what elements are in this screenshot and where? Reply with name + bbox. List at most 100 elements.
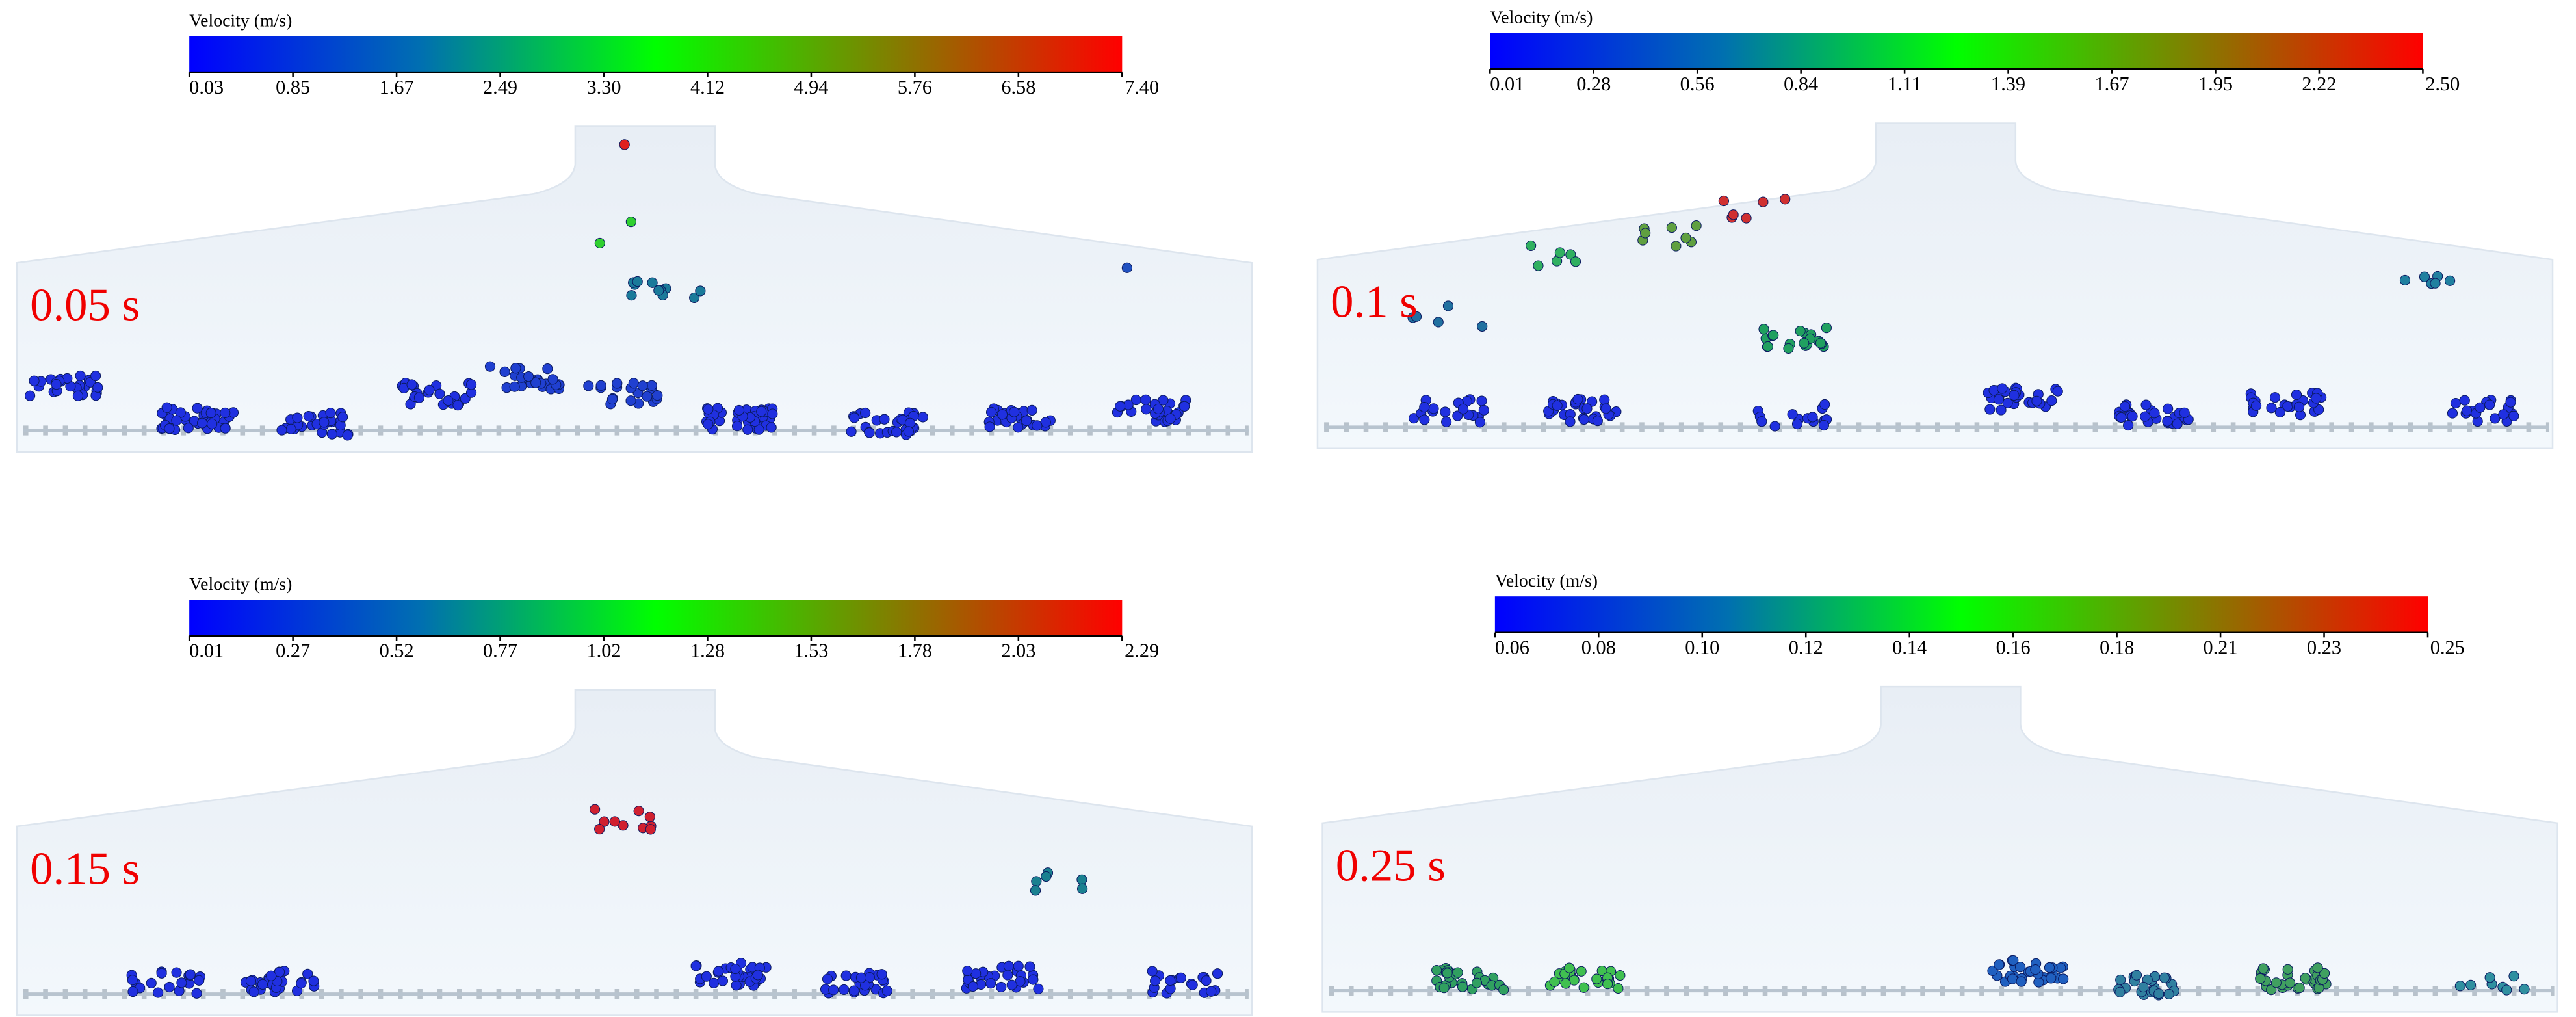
particle xyxy=(2123,419,2134,431)
particle xyxy=(1994,959,2005,970)
particle xyxy=(1031,876,1042,887)
particle xyxy=(1565,416,1576,427)
particle xyxy=(2052,386,2063,397)
particle xyxy=(701,971,712,982)
colorbar-tick-label: 5.76 xyxy=(898,76,932,98)
colorbar-tick-label: 0.01 xyxy=(1490,73,1524,95)
particle xyxy=(733,404,745,416)
particle xyxy=(1411,311,1422,322)
particle xyxy=(1477,321,1488,332)
particle xyxy=(731,980,742,991)
particle xyxy=(2016,976,2027,987)
colorbar-tick-label: 1.95 xyxy=(2198,73,2233,95)
particle xyxy=(2172,418,2183,429)
particle xyxy=(1013,960,1024,971)
particle xyxy=(753,424,764,435)
particle xyxy=(731,421,743,432)
particle xyxy=(245,975,257,986)
particle xyxy=(876,969,887,980)
particle xyxy=(1024,961,1035,972)
particle xyxy=(1040,417,1051,428)
particle xyxy=(2445,275,2456,286)
particle xyxy=(2163,988,2174,999)
particle xyxy=(1581,403,1593,414)
particle xyxy=(2257,963,2269,974)
particle xyxy=(1021,415,1032,427)
particle xyxy=(996,409,1008,420)
particle xyxy=(465,379,477,390)
particle xyxy=(1438,983,1450,994)
particle xyxy=(637,380,648,391)
particle xyxy=(1795,325,1806,337)
particle xyxy=(903,426,914,437)
particle xyxy=(730,963,741,975)
colorbar-tick-label: 2.29 xyxy=(1125,640,1159,662)
particle xyxy=(1758,324,1769,335)
particle xyxy=(2294,983,2305,994)
particle xyxy=(406,379,417,390)
colorbar-tick-label: 2.50 xyxy=(2425,73,2460,95)
particle xyxy=(633,806,644,817)
colorbar-tick-label: 2.22 xyxy=(2302,73,2336,95)
colorbar-title: Velocity (m/s) xyxy=(189,574,292,594)
particle xyxy=(171,967,182,978)
particle xyxy=(547,374,558,385)
particle xyxy=(1077,883,1088,894)
particle xyxy=(632,276,643,287)
particle xyxy=(642,391,653,402)
particle xyxy=(917,412,928,423)
particle xyxy=(625,395,636,406)
particle xyxy=(434,388,445,399)
particle xyxy=(767,408,778,419)
particle xyxy=(2007,973,2018,984)
colorbar-tick-label: 0.18 xyxy=(2100,637,2134,659)
particle xyxy=(846,426,857,437)
particle xyxy=(2116,412,2127,423)
particle xyxy=(1141,404,1152,415)
particle xyxy=(1431,964,1442,976)
particle xyxy=(647,277,658,288)
particle xyxy=(652,390,663,401)
particle xyxy=(220,423,231,434)
particle xyxy=(1442,300,1454,311)
particle xyxy=(1002,970,1013,981)
particle xyxy=(891,427,902,438)
particle xyxy=(2270,977,2282,988)
particle xyxy=(292,412,303,423)
particle xyxy=(626,290,637,301)
particle xyxy=(590,804,601,815)
particle xyxy=(1787,409,1798,420)
particle xyxy=(1003,960,1014,971)
particle xyxy=(2312,962,2323,973)
particle xyxy=(1165,975,1176,986)
particle xyxy=(583,380,594,391)
particle xyxy=(628,378,639,389)
particle xyxy=(1599,394,1610,405)
colorbar-tick-label: 0.21 xyxy=(2204,637,2238,659)
particle xyxy=(1554,247,1566,258)
particle xyxy=(2282,964,2293,975)
particle xyxy=(864,427,875,438)
particle xyxy=(1549,976,1560,987)
colorbar-tick-label: 7.40 xyxy=(1125,76,1159,98)
particle xyxy=(1762,341,1773,352)
particle xyxy=(1591,973,1602,984)
particle xyxy=(248,986,259,997)
particle xyxy=(1121,262,1132,273)
particle xyxy=(1987,965,1998,977)
particle xyxy=(849,412,860,423)
colorbar-tick-label: 0.08 xyxy=(1581,637,1616,659)
particle xyxy=(1819,399,1830,410)
particle xyxy=(1821,323,1832,334)
particle xyxy=(2291,390,2302,401)
colorbar xyxy=(189,36,1123,73)
particle xyxy=(1441,416,1452,427)
particle xyxy=(1565,249,1576,260)
particle xyxy=(1576,966,1587,977)
particle xyxy=(1818,419,1829,431)
particle xyxy=(2311,393,2322,404)
particle xyxy=(207,418,218,429)
colorbar-tick-label: 4.94 xyxy=(794,76,828,98)
particle xyxy=(156,968,167,979)
particle xyxy=(161,402,172,413)
